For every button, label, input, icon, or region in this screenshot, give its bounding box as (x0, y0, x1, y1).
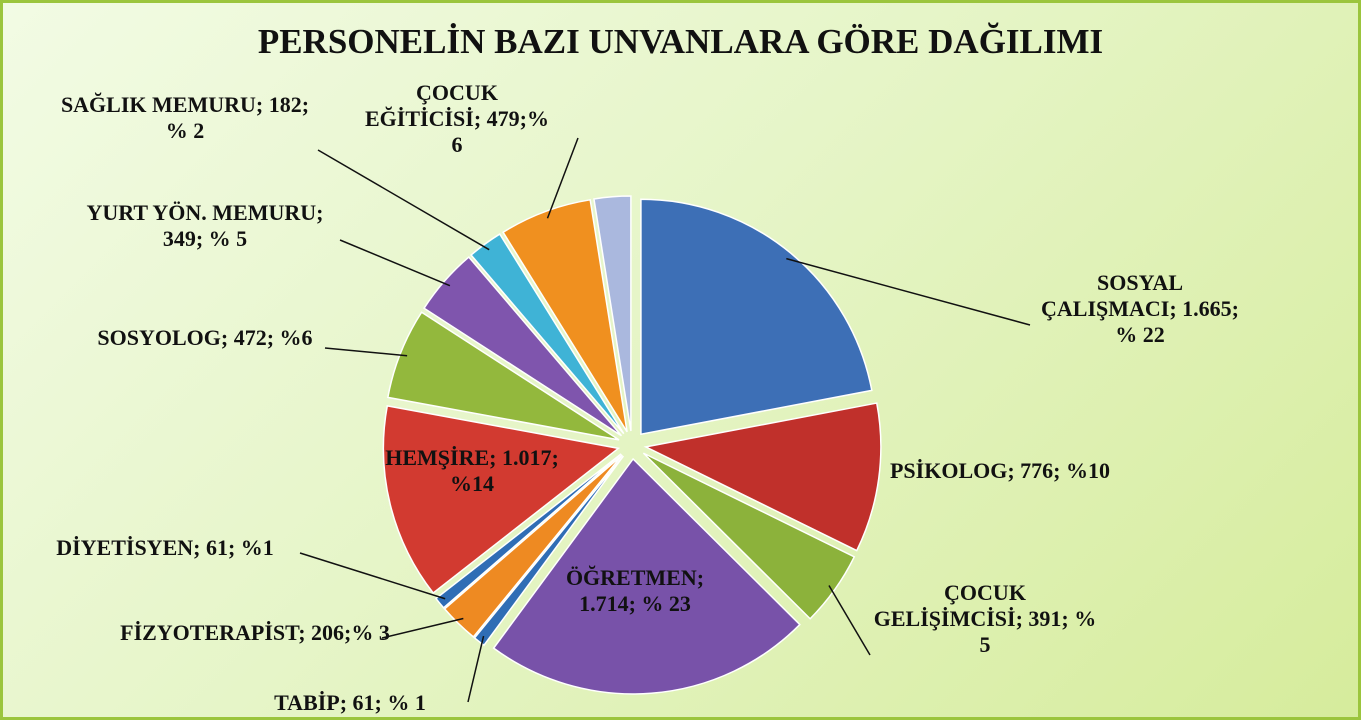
data-label: PSİKOLOG; 776; %10 (889, 458, 1110, 483)
pie-slice (470, 233, 625, 435)
pie-slice (423, 256, 623, 437)
data-label: FİZYOTERAPİST; 206;% 3 (120, 620, 390, 645)
data-label: SOSYOLOG; 472; %6 (97, 325, 313, 350)
data-label: ÖĞRETMEN; 1.714; % 23 (565, 565, 705, 616)
leader-line (299, 552, 446, 600)
data-label: SOSYAL ÇALIŞMACI; 1.665; % 22 (1041, 270, 1239, 347)
leader-line (324, 347, 408, 357)
pie-slice (386, 311, 620, 441)
pie-slice (643, 402, 882, 552)
pie-slice (640, 198, 873, 436)
leader-line (467, 635, 485, 703)
pie-slice (382, 404, 621, 595)
pie-slice (593, 195, 632, 432)
chart-title: PERSONELİN BAZI UNVANLARA GÖRE DAĞILIMI (257, 22, 1104, 61)
leader-line (786, 257, 1031, 326)
data-label: TABİP; 61; % 1 (274, 690, 426, 715)
leader-line (339, 239, 451, 287)
leader-line (828, 585, 871, 656)
pie-slice (642, 452, 856, 620)
leader-line (546, 137, 579, 219)
data-label: YURT YÖN. MEMURU; 349; % 5 (86, 200, 324, 251)
data-label: HEMŞİRE; 1.017; %14 (385, 445, 559, 496)
leader-line (381, 617, 464, 639)
pie-slice (502, 198, 628, 433)
pie-slice (443, 454, 623, 638)
data-label: SAĞLIK MEMURU; 182; % 2 (60, 92, 310, 143)
data-label: ÇOCUK EĞİTİCİSİ; 479;% 6 (365, 80, 549, 157)
data-label: ÇOCUK GELİŞİMCİSİ; 391; % 5 (873, 580, 1097, 657)
pie-slice (492, 457, 801, 695)
data-label: DİYETİSYEN; 61; %1 (56, 535, 274, 560)
leader-line (317, 149, 490, 251)
pie-slice (434, 453, 622, 609)
pie-slice (473, 455, 625, 647)
